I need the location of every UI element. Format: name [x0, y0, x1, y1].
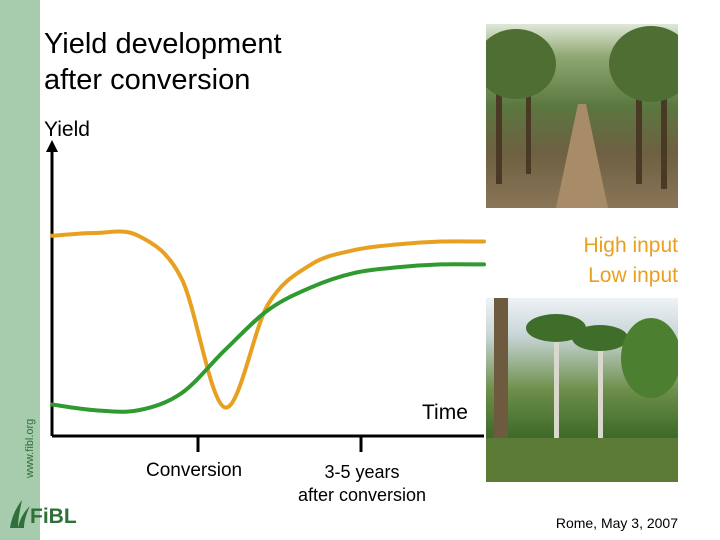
- legend-high-input: High input: [583, 234, 678, 257]
- title-line-2: after conversion: [44, 64, 251, 96]
- series-line-high-input: [50, 229, 486, 410]
- footer-date: Rome, May 3, 2007: [555, 515, 678, 531]
- sidebar-band: [0, 0, 40, 540]
- logo-text: FiBL: [30, 505, 77, 528]
- agroforestry-palms-photo: [486, 298, 678, 482]
- y-axis-arrow-icon: [46, 140, 58, 152]
- fibl-logo-icon: [10, 500, 30, 528]
- tick-2-line-2: after conversion: [297, 485, 427, 505]
- x-axis-label: Time: [422, 401, 468, 424]
- series-line-low-input: [50, 262, 486, 414]
- slide-title: Yield development after conversion: [44, 26, 282, 98]
- legend-low-input: Low input: [588, 264, 678, 287]
- x-tick-label-conversion: Conversion: [146, 460, 242, 482]
- y-axis-label: Yield: [44, 118, 90, 141]
- title-line-1: Yield development: [44, 28, 282, 60]
- tick-1-line-1: Conversion: [146, 460, 243, 481]
- x-tick-label-3-5-years: 3-5 years after conversion: [272, 461, 452, 507]
- orchard-path-photo: [486, 24, 678, 208]
- tick-2-line-1: 3-5 years: [324, 462, 400, 482]
